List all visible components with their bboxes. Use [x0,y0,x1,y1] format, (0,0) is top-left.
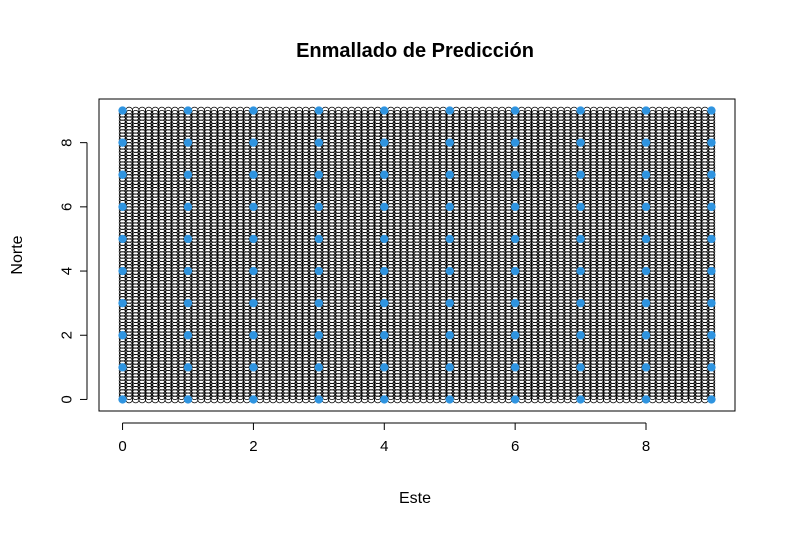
grid-point [707,379,716,388]
grid-point [707,341,716,349]
grid-point [707,373,716,381]
grid-point [707,347,716,356]
grid-point [707,315,716,323]
grid-point [707,386,716,394]
grid-point [707,312,716,320]
grid-point [707,350,716,359]
grid-point [707,309,716,317]
grid-point [707,382,716,391]
chart-title: Enmallado de Predicción [296,40,534,62]
grid-point [707,376,716,384]
grid-points-layer [118,106,716,404]
grid-point [707,318,716,327]
y-axis-label: Norte [9,235,26,274]
grid-point [707,321,716,330]
x-axis-label: Este [399,490,431,507]
grid-point [707,344,716,352]
grid-point [707,353,716,362]
